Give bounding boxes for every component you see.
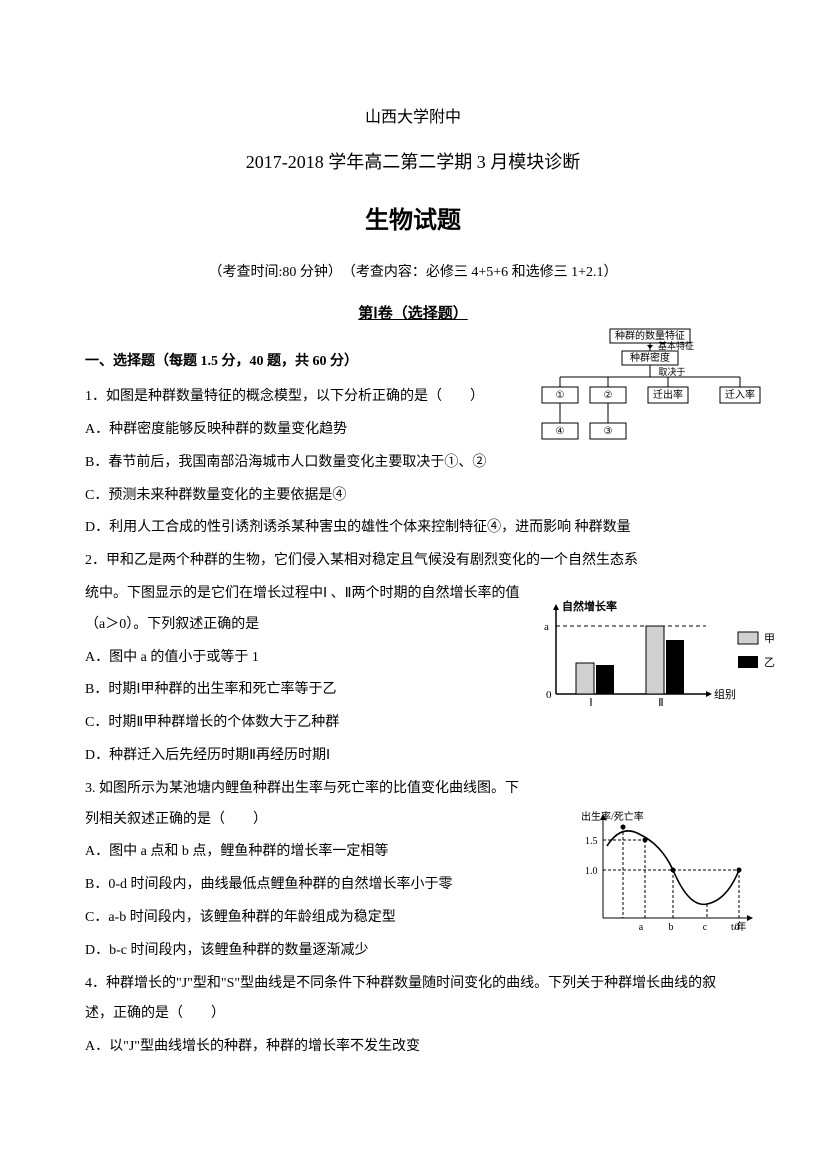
d2-cat1: Ⅰ (589, 697, 592, 709)
q1-stem: 1．如图是种群数量特征的概念模型，以下分析正确的是（ ） (85, 382, 515, 413)
d2-legend-yi: 乙 (764, 656, 775, 669)
d2-legend-jia: 甲 (764, 633, 775, 645)
q3-option-a: A．图中 a 点和 b 点，鲤鱼种群的增长率一定相等 (85, 837, 525, 868)
q1-diagram: 种群的数量特征 基本特征 种群密度 取决于 ① ② 迁出率 迁入率 ④ ③ (536, 327, 764, 469)
d1-b3: ③ (604, 426, 613, 437)
q1-option-d: D．利用人工合成的性引诱剂诱杀某种害虫的雄性个体来控制特征④，进而影响 种群数量 (85, 513, 741, 544)
d2-cat2: Ⅱ (658, 697, 663, 709)
d2-ylabel: 自然增长率 (562, 599, 617, 613)
d3-ylabel: 出生率/死亡率 (581, 810, 644, 823)
d2-legend-yi-swatch (738, 656, 758, 668)
d1-mid: 种群密度 (630, 351, 670, 364)
d3-xd: d (735, 922, 740, 933)
d3-y10: 1.0 (585, 866, 598, 877)
d1-in: 迁入率 (725, 388, 755, 401)
d2-legend-jia-swatch (738, 632, 758, 644)
d2-bar-jia-2 (646, 626, 664, 694)
d2-zero: 0 (546, 689, 552, 701)
q2-diagram: 自然增长率 组别 0 a Ⅰ Ⅱ 甲 乙 (528, 598, 780, 710)
d2-bar-jia-1 (576, 663, 594, 694)
d1-note: 取决于 (658, 366, 685, 377)
q3-option-b: B．0-d 时间段内，曲线最低点鲤鱼种群的自然增长率小于零 (85, 870, 525, 901)
q2-option-d: D．种群迁入后先经历时期Ⅱ再经历时期Ⅰ (85, 741, 741, 772)
d2-bar-yi-1 (596, 665, 614, 694)
header-exam-info: （考查时间:80 分钟） （考查内容：必修三 4+5+6 和选修三 1+2.1） (85, 258, 741, 289)
d2-bar-yi-2 (666, 640, 684, 694)
d1-out: 迁出率 (653, 388, 683, 401)
header-school: 山西大学附中 (85, 100, 741, 135)
d1-b4: ④ (556, 426, 565, 437)
q2-option-c: C．时期Ⅱ甲种群增长的个体数大于乙种群 (85, 708, 741, 739)
d3-xc: c (703, 922, 708, 933)
q1-option-a: A．种群密度能够反映种群的数量变化趋势 (85, 415, 515, 446)
d1-sub: 基本特征 (658, 340, 694, 351)
header-term: 2017-2018 学年高二第二学期 3 月模块诊断 (85, 143, 741, 183)
d2-xlabel: 组别 (714, 687, 736, 701)
q3-diagram: 出生率/死亡率 t/年 1.5 1.0 a b c d (581, 810, 756, 936)
q4-option-a: A．以"J"型曲线增长的种群，种群的增长率不发生改变 (85, 1032, 741, 1063)
q3-option-d: D．b-c 时间段内，该鲤鱼种群的数量逐渐减少 (85, 936, 741, 967)
q3-stem: 3. 如图所示为某池塘内鲤鱼种群出生率与死亡率的比值变化曲线图。下列相关叙述正确… (85, 774, 525, 836)
d1-b2: ② (604, 390, 613, 401)
q2-stem-2: 统中。下图显示的是它们在增长过程中Ⅰ 、Ⅱ两个时期的自然增长率的值（a＞0）。下… (85, 579, 525, 641)
q1-option-c: C．预测未来种群数量变化的主要依据是④ (85, 481, 741, 512)
d1-b1: ① (556, 390, 565, 401)
d3-xb: b (669, 922, 674, 933)
header-subject: 生物试题 (85, 195, 741, 248)
d2-a: a (544, 621, 549, 633)
q4-stem: 4．种群增长的"J"型和"S"型曲线是不同条件下种群数量随时间变化的曲线。下列关… (85, 969, 741, 1031)
q1-option-b: B．春节前后，我国南部沿海城市人口数量变化主要取决于①、② (85, 448, 515, 479)
d3-xa: a (639, 922, 644, 933)
q2-stem-1: 2．甲和乙是两个种群的生物，它们侵入某相对稳定且气候没有剧烈变化的一个自然生态系 (85, 546, 741, 577)
d3-y15: 1.5 (585, 836, 598, 847)
